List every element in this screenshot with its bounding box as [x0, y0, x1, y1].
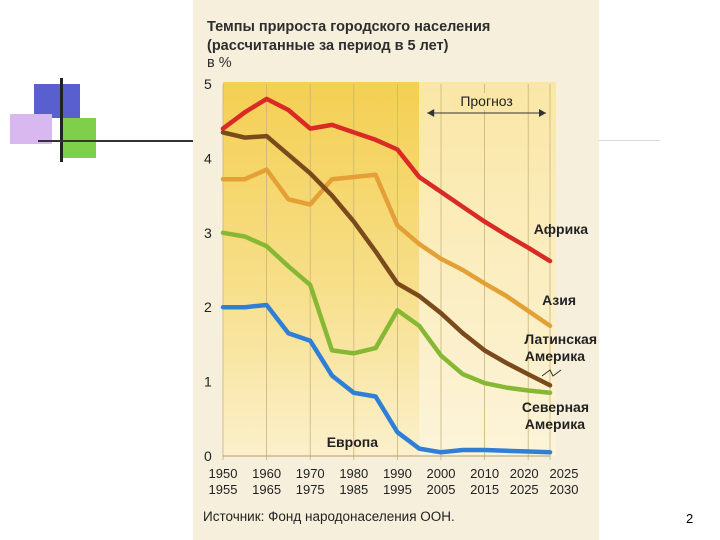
series-label-africa: Африка: [534, 221, 589, 237]
chart-title-line-1: Темпы прироста городского населения: [207, 19, 490, 35]
series-label-asia: Азия: [542, 292, 576, 308]
series-line-asia: [220, 167, 553, 329]
decor-lilac-square: [10, 114, 52, 144]
forecast-arrowhead-right: [539, 109, 546, 117]
series-line-europe: [220, 302, 553, 455]
decor-horizontal-line: [38, 140, 198, 142]
y-tick-label: 2: [204, 299, 212, 315]
series-label-north-america: Америка: [525, 416, 585, 432]
y-tick-label: 0: [204, 448, 212, 464]
slide-number: 2: [686, 511, 694, 526]
x-tick-label: 1975: [296, 482, 325, 497]
x-tick-label: 1960: [252, 466, 281, 481]
chart-title-unit: в %: [207, 55, 232, 71]
source-note: Источник: Фонд народонаселения ООН.: [203, 509, 455, 524]
x-tick-label: 2015: [470, 482, 499, 497]
y-tick-label: 4: [204, 150, 212, 166]
x-tick-label: 2005: [427, 482, 456, 497]
forecast-label-bg: [450, 93, 523, 110]
x-tick-label: 2020: [510, 466, 539, 481]
decor-blue-square: [34, 84, 80, 118]
series-line-africa: [220, 96, 553, 264]
series-label-europe: Европа: [327, 434, 379, 450]
series-label-latin-america: Латинская: [524, 331, 597, 347]
series-line-latin-america: [220, 130, 553, 388]
urban-growth-chart: Темпы прироста городского населения (рас…: [203, 19, 597, 524]
decor-vertical-line: [60, 78, 63, 162]
x-tick-label: 1995: [383, 482, 412, 497]
x-tick-label: 1965: [252, 482, 281, 497]
forecast-background: [419, 82, 556, 456]
x-tick-label: 1970: [296, 466, 325, 481]
y-tick-label: 1: [204, 374, 212, 390]
series-label-latin-america: Америка: [525, 348, 585, 364]
chart-title-line-2: (рассчитанные за период в 5 лет): [207, 38, 449, 54]
x-tick-label: 1955: [209, 482, 238, 497]
y-tick-label: 3: [204, 225, 212, 241]
y-tick-label: 5: [204, 76, 212, 92]
series-line-north-america: [220, 230, 553, 396]
x-tick-label: 2030: [550, 482, 579, 497]
decor-green-square: [60, 118, 96, 158]
x-tick-label: 2000: [427, 466, 456, 481]
forecast-label: Прогноз: [460, 93, 513, 109]
series-label-north-america: Северная: [522, 399, 589, 415]
forecast-arrowhead-left: [427, 109, 435, 117]
x-tick-label: 1985: [339, 482, 368, 497]
latin-america-pointer: [541, 369, 562, 377]
x-tick-label: 2010: [470, 466, 499, 481]
x-tick-label: 2025: [550, 466, 579, 481]
x-tick-label: 1990: [383, 466, 412, 481]
x-tick-label: 1950: [209, 466, 238, 481]
x-tick-label: 2025: [510, 482, 539, 497]
x-tick-label: 1980: [339, 466, 368, 481]
